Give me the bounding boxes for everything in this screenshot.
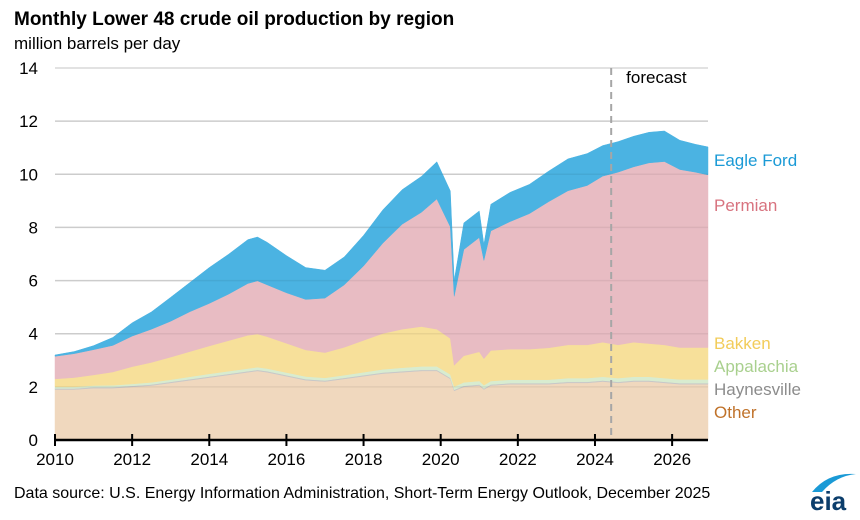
forecast-marker: forecast — [610, 68, 687, 440]
x-tick-label: 2018 — [345, 450, 383, 469]
stacked-areas — [54, 120, 709, 441]
legend-label-haynesville: Haynesville — [714, 380, 801, 399]
legend-label-other: Other — [714, 403, 757, 422]
series-labels: Other Haynesville Appalachia Bakken Permian E… — [714, 151, 801, 422]
area-eagle-ford — [54, 130, 709, 357]
legend-label-bakken: Bakken — [714, 334, 771, 353]
y-tick-label: 6 — [29, 272, 38, 291]
x-tick-label: 2012 — [113, 450, 151, 469]
x-tick-label: 2014 — [190, 450, 228, 469]
y-tick-label: 2 — [29, 378, 38, 397]
x-tick-label: 2020 — [422, 450, 460, 469]
x-tick-label: 2022 — [499, 450, 537, 469]
legend-label-appalachia: Appalachia — [714, 357, 799, 376]
eia-logo: eia — [810, 473, 856, 514]
x-tick-label: 2016 — [268, 450, 306, 469]
y-tick-label: 8 — [29, 218, 38, 237]
y-tick-label: 4 — [29, 325, 38, 344]
y-tick-label: 0 — [29, 431, 38, 450]
y-axis-unit-label: million barrels per day — [14, 34, 181, 53]
eia-logo-swoosh — [812, 473, 856, 492]
y-tick-label: 14 — [19, 59, 38, 78]
y-tick-label: 12 — [19, 112, 38, 131]
x-tick-label: 2026 — [653, 450, 691, 469]
eia-logo-text: eia — [810, 486, 847, 514]
forecast-label: forecast — [626, 68, 687, 87]
x-tick-label: 2010 — [36, 450, 74, 469]
legend-label-permian: Permian — [714, 196, 777, 215]
x-tick-label: 2024 — [576, 450, 614, 469]
axes: 0 2 4 6 8 10 12 14 2010 2012 2014 2016 2018 2020 2022 2… — [19, 59, 708, 469]
data-source-note: Data source: U.S. Energy Information Adm… — [14, 485, 711, 502]
chart-title: Monthly Lower 48 crude oil production by… — [14, 9, 455, 30]
y-tick-label: 10 — [19, 165, 38, 184]
legend-label-eagle-ford: Eagle Ford — [714, 151, 797, 170]
